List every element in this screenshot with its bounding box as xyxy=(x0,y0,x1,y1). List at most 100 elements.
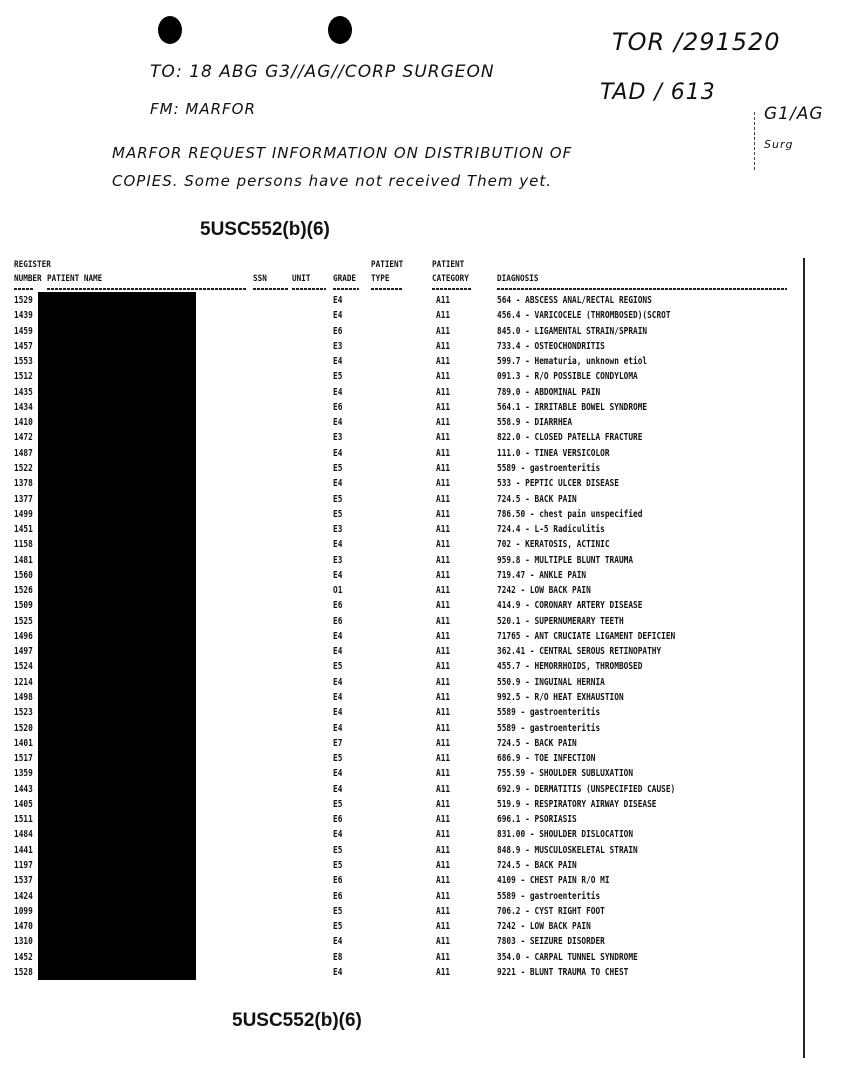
patient-category: A11 xyxy=(436,661,451,673)
patient-category: A11 xyxy=(436,539,451,551)
diagnosis: 564 - ABSCESS ANAL/RECTAL REGIONS xyxy=(497,295,652,306)
grade: O1 xyxy=(333,585,343,597)
register-number: 1484 xyxy=(14,829,33,841)
grade: E5 xyxy=(333,921,343,933)
diagnosis: 724.4 - L-5 Radiculitis xyxy=(497,524,605,536)
table-row: 1435 E4 A11 789.0 - ABDOMINAL PAIN xyxy=(0,385,800,400)
patient-category: A11 xyxy=(436,768,451,780)
table-row: 1424 E6 A11 5589 - gastroenteritis xyxy=(0,889,800,904)
grade: E5 xyxy=(333,859,343,871)
patient-category: A11 xyxy=(436,692,451,704)
table-row: 1509 E6 A11 414.9 - CORONARY ARTERY DISEASE xyxy=(0,598,800,613)
table-row: 1511 E6 A11 696.1 - PSORIASIS xyxy=(0,812,800,827)
patient-category: A11 xyxy=(436,966,451,978)
register-number: 1451 xyxy=(14,524,33,536)
grade: E4 xyxy=(333,356,343,368)
tad-number: TAD / 613 xyxy=(600,80,716,105)
patient-category: A11 xyxy=(436,936,451,948)
patient-category: A11 xyxy=(436,569,451,581)
grade: E4 xyxy=(333,936,343,948)
redaction-label-top: 5USC552(b)(6) xyxy=(200,219,330,240)
header-rule xyxy=(432,288,472,290)
table-row: 1459 E6 A11 845.0 - LIGAMENTAL STRAIN/SPRAI… xyxy=(0,324,800,339)
diagnosis: 5589 - gastroenteritis xyxy=(497,722,601,734)
redaction-block xyxy=(38,292,196,980)
diagnosis: 959.8 - MULTIPLE BLUNT TRAUMA xyxy=(497,554,634,566)
grade: E4 xyxy=(333,386,343,398)
register-number: 1099 xyxy=(14,905,33,917)
table-row: 1410 E4 A11 558.9 - DIARRHEA xyxy=(0,415,800,430)
table-row: 1512 E5 A11 091.3 - R/O POSSIBLE CONDYLOMA xyxy=(0,369,800,384)
diagnosis: 845.0 - LIGAMENTAL STRAIN/SPRAIN xyxy=(497,325,648,337)
message-line-2: COPIES. Some persons have not received T… xyxy=(112,172,552,190)
header-register: REGISTER NUMBER xyxy=(14,260,51,284)
diagnosis: 520.1 - SUPERNUMERARY TEETH xyxy=(497,615,624,627)
register-number: 1499 xyxy=(14,508,33,520)
diagnosis: 354.0 - CARPAL TUNNEL SYNDROME xyxy=(497,951,638,963)
patient-category: A11 xyxy=(436,844,451,856)
patient-category: A11 xyxy=(436,783,451,795)
to-line: TO: 18 ABG G3//AG//CORP SURGEON xyxy=(150,62,495,82)
diagnosis: 599.7 - Hematuria, unknown etiol xyxy=(497,356,648,368)
diagnosis: 091.3 - R/O POSSIBLE CONDYLOMA xyxy=(497,371,638,383)
register-number: 1439 xyxy=(14,310,33,322)
patient-category: A11 xyxy=(436,371,451,383)
register-number: 1410 xyxy=(14,417,33,429)
register-number: 1523 xyxy=(14,707,33,719)
grade: E7 xyxy=(333,737,343,749)
table-row: 1522 E5 A11 5589 - gastroenteritis xyxy=(0,461,800,476)
table-row: 1310 E4 A11 7803 - SEIZURE DISORDER xyxy=(0,934,800,949)
table-row: 1451 E3 A11 724.4 - L-5 Radiculitis xyxy=(0,522,800,537)
table-row: 1484 E4 A11 831.00 - SHOULDER DISLOCATION xyxy=(0,827,800,842)
diagnosis: 724.5 - BACK PAIN xyxy=(497,859,577,871)
grade: E4 xyxy=(333,310,343,322)
register-number: 1525 xyxy=(14,615,33,627)
table-row: 1443 E4 A11 692.9 - DERMATITIS (UNSPECIFIED… xyxy=(0,782,800,797)
diagnosis: 5589 - gastroenteritis xyxy=(497,707,601,719)
diagnosis: 558.9 - DIARRHEA xyxy=(497,417,573,429)
grade: E3 xyxy=(333,340,343,352)
table-row: 1523 E4 A11 5589 - gastroenteritis xyxy=(0,705,800,720)
patient-category: A11 xyxy=(436,295,451,306)
table-row: 1497 E4 A11 362.41 - CENTRAL SEROUS RETINOP… xyxy=(0,644,800,659)
grade: E5 xyxy=(333,371,343,383)
register-number: 1377 xyxy=(14,493,33,505)
register-number: 1553 xyxy=(14,356,33,368)
grade: E3 xyxy=(333,554,343,566)
grade: E8 xyxy=(333,951,343,963)
register-number: 1512 xyxy=(14,371,33,383)
patient-category: A11 xyxy=(436,890,451,902)
header-patient-type: PATIENT TYPE xyxy=(371,260,404,284)
diagnosis: 692.9 - DERMATITIS (UNSPECIFIED CAUSE) xyxy=(497,783,676,795)
diagnosis: 848.9 - MUSCULOSKELETAL STRAIN xyxy=(497,844,638,856)
register-number: 1472 xyxy=(14,432,33,444)
patient-category: A11 xyxy=(436,798,451,810)
grade: E4 xyxy=(333,829,343,841)
table-row: 1481 E3 A11 959.8 - MULTIPLE BLUNT TRAUMA xyxy=(0,553,800,568)
diagnosis: 789.0 - ABDOMINAL PAIN xyxy=(497,386,601,398)
patient-category: A11 xyxy=(436,707,451,719)
patient-category: A11 xyxy=(436,737,451,749)
register-number: 1441 xyxy=(14,844,33,856)
diagnosis: 7803 - SEIZURE DISORDER xyxy=(497,936,605,948)
table-row: 1537 E6 A11 4109 - CHEST PAIN R/O MI xyxy=(0,873,800,888)
header-grade: GRADE xyxy=(333,274,357,284)
table-row: 1197 E5 A11 724.5 - BACK PAIN xyxy=(0,858,800,873)
diagnosis: 362.41 - CENTRAL SEROUS RETINOPATHY xyxy=(497,646,662,658)
header-rule xyxy=(333,288,359,290)
register-number: 1529 xyxy=(14,295,33,306)
table-row: 1377 E5 A11 724.5 - BACK PAIN xyxy=(0,492,800,507)
diagnosis: 9221 - BLUNT TRAUMA TO CHEST xyxy=(497,966,629,978)
right-margin-line xyxy=(803,258,805,1058)
grade: E4 xyxy=(333,569,343,581)
table-row: 1560 E4 A11 719.47 - ANKLE PAIN xyxy=(0,568,800,583)
table-row: 1472 E3 A11 822.0 - CLOSED PATELLA FRACTURE xyxy=(0,430,800,445)
register-number: 1434 xyxy=(14,401,33,413)
table-row: 1441 E5 A11 848.9 - MUSCULOSKELETAL STRAIN xyxy=(0,843,800,858)
patient-category: A11 xyxy=(436,829,451,841)
patient-category: A11 xyxy=(436,859,451,871)
table-row: 1405 E5 A11 519.9 - RESPIRATORY AIRWAY DISE… xyxy=(0,797,800,812)
grade: E5 xyxy=(333,798,343,810)
patient-category: A11 xyxy=(436,753,451,765)
patient-category: A11 xyxy=(436,447,451,459)
